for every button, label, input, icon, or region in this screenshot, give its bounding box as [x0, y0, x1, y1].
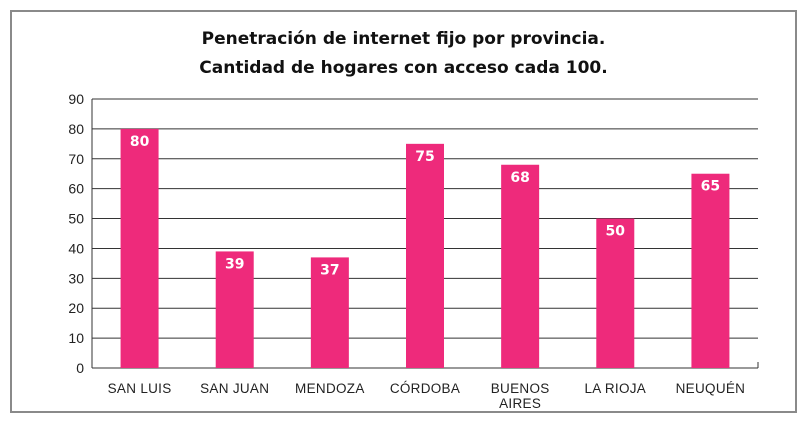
y-tick-label: 20 [68, 300, 84, 316]
bar [120, 128, 159, 368]
data-label: 37 [320, 262, 339, 278]
y-tick-label: 10 [68, 330, 84, 346]
bar [310, 257, 349, 368]
y-tick-label: 70 [68, 151, 84, 167]
bar [501, 164, 540, 368]
x-tick-label: MENDOZA [295, 381, 365, 396]
y-tick-label: 80 [68, 121, 84, 137]
chart-subtitle: Cantidad de hogares con acceso cada 100. [199, 58, 608, 78]
x-tick-label: BUENOS [491, 381, 550, 396]
x-tick-label: CÓRDOBA [390, 381, 460, 396]
bar [596, 218, 635, 368]
bar [406, 143, 444, 368]
bar [691, 173, 730, 368]
y-tick-label: 30 [68, 270, 84, 286]
y-tick-label: 40 [68, 240, 84, 256]
bar [215, 251, 254, 368]
data-label: 75 [415, 149, 434, 165]
chart-title: Penetración de internet fijo por provinc… [201, 29, 606, 49]
data-label: 68 [510, 170, 529, 186]
data-label: 39 [225, 256, 244, 272]
y-tick-label: 0 [76, 360, 84, 376]
x-tick-label: AIRES [499, 396, 541, 411]
data-label: 65 [701, 179, 720, 195]
data-label: 80 [130, 134, 150, 150]
y-tick-label: 60 [68, 181, 84, 197]
x-tick-label: SAN JUAN [200, 381, 269, 396]
y-tick-label: 90 [68, 91, 84, 107]
y-tick-label: 50 [68, 211, 84, 227]
data-label: 50 [606, 224, 626, 240]
x-tick-label: LA RIOJA [584, 381, 646, 396]
x-tick-label: NEUQUÉN [676, 381, 746, 396]
x-tick-label: SAN LUIS [108, 381, 172, 396]
